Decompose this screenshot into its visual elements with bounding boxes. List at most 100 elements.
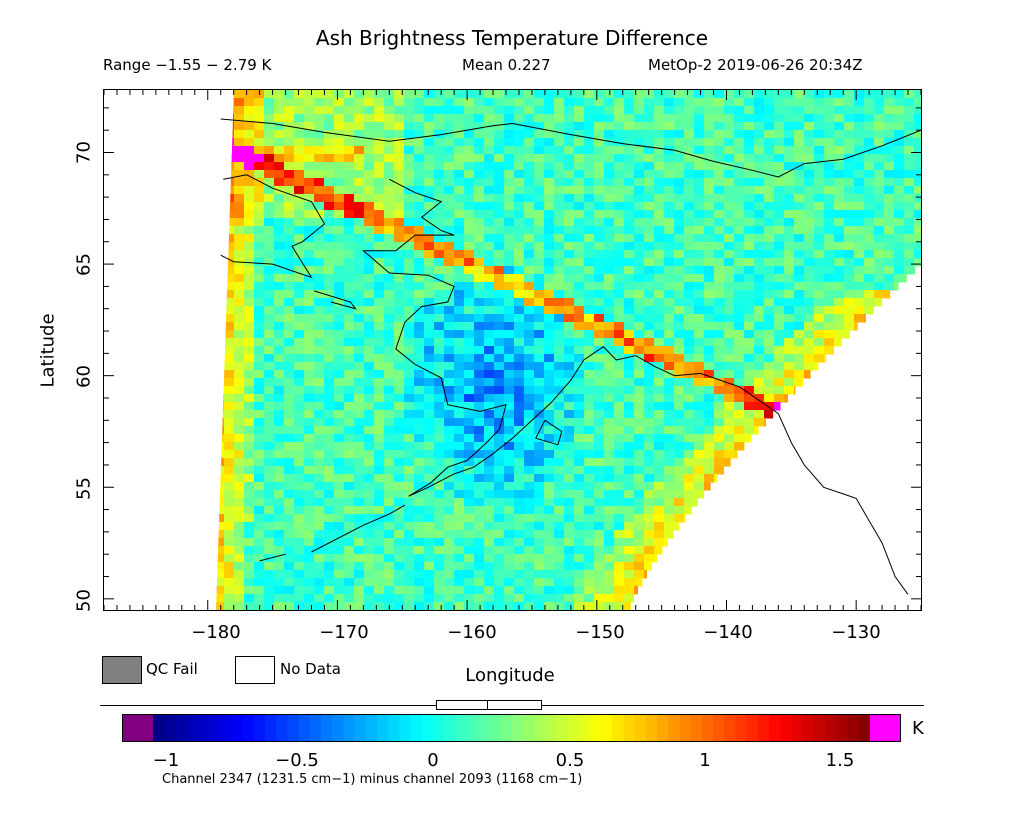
heatmap-cell [744,298,755,307]
heatmap-cell [444,98,455,107]
heatmap-cell [234,586,245,595]
heatmap-cell [354,394,365,403]
heatmap-cell [684,290,695,299]
heatmap-cell [574,498,585,507]
heatmap-cell [394,266,405,275]
heatmap-cell [394,322,405,331]
map-plot-area[interactable] [103,89,922,611]
heatmap-cell [414,194,425,203]
heatmap-cell [454,162,465,171]
heatmap-cell [904,130,915,139]
heatmap-cell [344,282,355,291]
heatmap-cell [264,522,275,531]
heatmap-cell [604,290,615,299]
heatmap-cell [824,346,834,355]
heatmap-cell [334,586,345,595]
heatmap-cell [324,514,335,523]
heatmap-cell [544,466,555,475]
heatmap-cell [814,234,825,243]
heatmap-cell [394,418,405,427]
heatmap-cell [374,378,385,387]
heatmap-cell [624,482,635,491]
heatmap-cell [594,98,605,107]
heatmap-cell [454,498,465,507]
heatmap-cell [554,106,565,115]
heatmap-cell [474,290,485,299]
heatmap-cell [474,338,485,347]
heatmap-cell [604,498,615,507]
heatmap-cell [904,218,915,227]
coastline [535,419,563,446]
heatmap-cell [524,234,535,243]
heatmap-cell [464,202,475,211]
heatmap-cell [434,210,445,219]
heatmap-cell [634,98,645,107]
no-data-swatch [235,656,275,684]
heatmap-cell [254,346,265,355]
heatmap-cell [674,498,685,507]
heatmap-cell [714,106,725,115]
range-slider[interactable] [436,700,542,710]
heatmap-cell [504,258,515,267]
heatmap-cell [704,274,715,283]
heatmap-cell [504,442,515,451]
heatmap-cell [494,498,505,507]
heatmap-cell [584,258,595,267]
heatmap-cell [254,266,265,275]
heatmap-cell [694,106,705,115]
heatmap-cell [364,154,375,163]
heatmap-cell [274,258,285,267]
heatmap-cell [514,570,525,579]
heatmap-cell [444,458,455,467]
heatmap-cell [744,202,755,211]
heatmap-cell [354,250,365,259]
heatmap-cell [424,570,435,579]
heatmap-cell [334,506,345,515]
heatmap-cell [754,162,765,171]
heatmap-cell [574,474,585,483]
colorbar-tick-label: −1 [152,750,180,771]
heatmap-cell [674,226,685,235]
heatmap-cell [774,234,785,243]
heatmap-cell [684,162,695,171]
heatmap-cell [644,434,655,443]
heatmap-cell [694,418,705,427]
heatmap-cell [514,450,525,459]
heatmap-cell [584,114,595,123]
heatmap-cell [484,378,495,387]
heatmap-cell [314,362,325,371]
heatmap-cell [574,562,585,571]
heatmap-cell [734,274,745,283]
range-slider-handle[interactable] [487,700,488,710]
heatmap-cell [504,178,515,187]
heatmap-cell [594,522,605,531]
heatmap-cell [284,602,295,610]
heatmap-cell [514,474,525,483]
heatmap-cell [594,426,605,435]
heatmap-cell [324,250,335,259]
heatmap-cell [664,202,675,211]
colorbar-unit: K [912,718,924,739]
heatmap-cell [394,594,405,603]
heatmap-cell [334,466,345,475]
heatmap-cell [854,314,865,323]
heatmap-cell [714,410,725,419]
heatmap-cell [614,234,625,243]
heatmap-cell [454,338,465,347]
heatmap-cell [464,194,475,203]
heatmap-cell [534,306,545,315]
heatmap-cell [454,354,465,363]
heatmap-cell [304,290,315,299]
heatmap-cell [284,290,295,299]
heatmap-cell [674,450,685,459]
heatmap-cell [874,194,885,203]
heatmap-cell [294,426,305,435]
heatmap-cell [274,578,285,587]
heatmap-cell [384,186,395,195]
heatmap-cell [824,266,835,275]
heatmap-cell [784,194,795,203]
heatmap-cell [364,378,375,387]
heatmap-cell [774,186,785,195]
heatmap-cell [664,314,675,323]
heatmap-cell [294,234,305,243]
